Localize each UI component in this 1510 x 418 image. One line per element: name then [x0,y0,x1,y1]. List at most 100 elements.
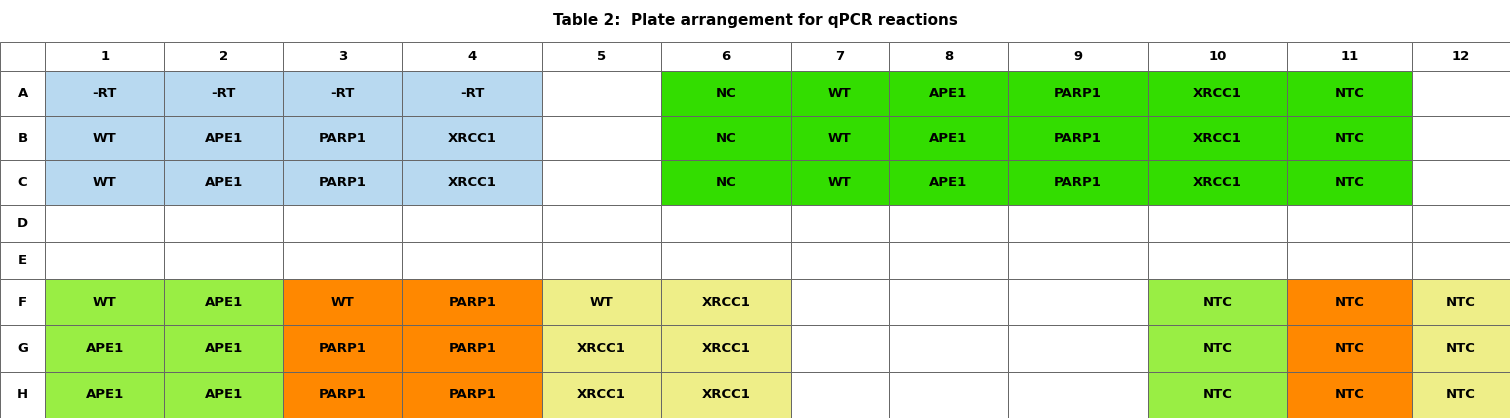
Bar [0,325,45,372]
Text: G: G [17,342,29,355]
Text: PARP1: PARP1 [1054,132,1102,145]
Bar [402,205,542,242]
Bar [542,242,661,279]
Bar [889,161,1009,205]
Bar [542,372,661,418]
Text: 6: 6 [722,50,731,63]
Bar [1148,42,1288,71]
Text: XRCC1: XRCC1 [577,342,627,355]
Text: WT: WT [827,87,852,100]
Text: APE1: APE1 [929,176,968,189]
Text: Table 2:  Plate arrangement for qPCR reactions: Table 2: Plate arrangement for qPCR reac… [553,13,957,28]
Bar [402,71,542,116]
Bar [542,205,661,242]
Bar [45,161,165,205]
Text: 10: 10 [1208,50,1226,63]
Text: APE1: APE1 [205,176,243,189]
Text: PARP1: PARP1 [319,388,367,401]
Bar [402,279,542,325]
Bar [1009,279,1148,325]
Text: 9: 9 [1074,50,1083,63]
Bar [402,242,542,279]
Bar [0,242,45,279]
Bar [1148,325,1288,372]
Text: XRCC1: XRCC1 [702,296,750,308]
Bar [0,42,45,71]
Bar [0,161,45,205]
Text: F: F [18,296,27,308]
Bar [165,325,284,372]
Text: WT: WT [94,176,116,189]
Text: 12: 12 [1451,50,1469,63]
Bar [1009,116,1148,161]
Text: A: A [18,87,27,100]
Bar [284,325,402,372]
Text: 7: 7 [835,50,844,63]
Bar [791,71,889,116]
Text: XRCC1: XRCC1 [1193,87,1243,100]
Bar [542,279,661,325]
Bar [661,325,791,372]
Bar [661,279,791,325]
Text: XRCC1: XRCC1 [1193,132,1243,145]
Bar [889,279,1009,325]
Text: APE1: APE1 [205,342,243,355]
Bar [0,372,45,418]
Bar [791,205,889,242]
Bar [284,279,402,325]
Text: XRCC1: XRCC1 [448,132,497,145]
Bar [791,372,889,418]
Bar [1412,42,1510,71]
Bar [661,42,791,71]
Text: D: D [17,217,29,230]
Text: -RT: -RT [211,87,236,100]
Text: E: E [18,254,27,267]
Text: NTC: NTC [1335,176,1365,189]
Bar [542,116,661,161]
Text: 5: 5 [596,50,606,63]
Bar [45,372,165,418]
Bar [0,279,45,325]
Bar [284,42,402,71]
Text: PARP1: PARP1 [319,132,367,145]
Bar [0,205,45,242]
Text: 11: 11 [1341,50,1359,63]
Text: NTC: NTC [1202,388,1232,401]
Bar [45,205,165,242]
Bar [1148,205,1288,242]
Bar [1148,71,1288,116]
Bar [45,242,165,279]
Text: NTC: NTC [1447,296,1475,308]
Text: PARP1: PARP1 [1054,176,1102,189]
Bar [661,71,791,116]
Bar [791,161,889,205]
Bar [284,116,402,161]
Bar [661,161,791,205]
Bar [889,116,1009,161]
Bar [1288,325,1412,372]
Bar [1009,42,1148,71]
Bar [791,116,889,161]
Text: WT: WT [590,296,613,308]
Bar [889,205,1009,242]
Bar [1412,242,1510,279]
Bar [402,161,542,205]
Text: PARP1: PARP1 [319,176,367,189]
Bar [1148,242,1288,279]
Bar [1412,161,1510,205]
Bar [1009,71,1148,116]
Text: C: C [18,176,27,189]
Bar [165,71,284,116]
Text: XRCC1: XRCC1 [577,388,627,401]
Bar [45,71,165,116]
Bar [165,372,284,418]
Text: B: B [18,132,27,145]
Bar [45,325,165,372]
Text: WT: WT [827,176,852,189]
Text: 1: 1 [100,50,109,63]
Text: NTC: NTC [1335,132,1365,145]
Text: WT: WT [94,296,116,308]
Bar [1412,71,1510,116]
Bar [0,116,45,161]
Text: NTC: NTC [1447,342,1475,355]
